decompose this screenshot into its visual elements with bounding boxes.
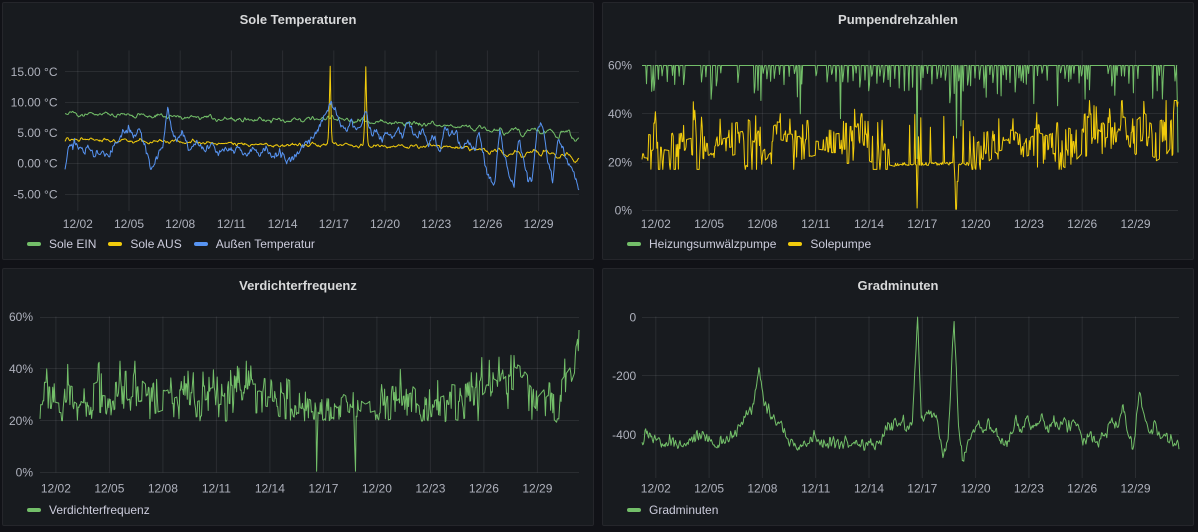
svg-text:0%: 0% <box>615 204 633 218</box>
svg-text:20%: 20% <box>608 155 632 169</box>
svg-text:12/20: 12/20 <box>961 217 991 231</box>
svg-text:12/11: 12/11 <box>801 481 830 495</box>
svg-text:12/23: 12/23 <box>1014 481 1044 495</box>
svg-text:12/17: 12/17 <box>308 481 338 495</box>
svg-text:12/23: 12/23 <box>421 217 451 231</box>
svg-text:12/02: 12/02 <box>41 481 71 495</box>
svg-text:12/11: 12/11 <box>801 217 830 231</box>
svg-text:60%: 60% <box>9 310 33 324</box>
svg-text:12/11: 12/11 <box>217 217 246 231</box>
svg-text:12/17: 12/17 <box>907 481 937 495</box>
svg-text:20%: 20% <box>9 414 33 428</box>
svg-text:-5.00 °C: -5.00 °C <box>13 187 57 201</box>
svg-text:12/14: 12/14 <box>854 217 884 231</box>
svg-text:-400: -400 <box>612 428 636 442</box>
svg-text:12/08: 12/08 <box>747 481 777 495</box>
svg-text:12/02: 12/02 <box>641 217 671 231</box>
svg-text:12/23: 12/23 <box>415 481 445 495</box>
svg-text:40%: 40% <box>608 107 632 121</box>
svg-text:5.00 °C: 5.00 °C <box>17 126 57 140</box>
svg-text:12/08: 12/08 <box>148 481 178 495</box>
svg-text:12/05: 12/05 <box>694 217 724 231</box>
svg-text:12/26: 12/26 <box>472 217 502 231</box>
svg-text:0: 0 <box>630 310 637 324</box>
svg-text:12/14: 12/14 <box>854 481 884 495</box>
svg-text:12/08: 12/08 <box>747 217 777 231</box>
svg-text:12/17: 12/17 <box>907 217 937 231</box>
svg-text:12/26: 12/26 <box>1067 481 1097 495</box>
svg-text:12/17: 12/17 <box>319 217 349 231</box>
svg-text:12/20: 12/20 <box>362 481 392 495</box>
svg-text:12/05: 12/05 <box>694 481 724 495</box>
svg-text:12/08: 12/08 <box>165 217 195 231</box>
svg-text:12/23: 12/23 <box>1014 217 1044 231</box>
svg-text:12/29: 12/29 <box>524 217 554 231</box>
svg-text:12/14: 12/14 <box>255 481 285 495</box>
svg-text:12/20: 12/20 <box>961 481 991 495</box>
svg-text:12/11: 12/11 <box>202 481 231 495</box>
svg-text:40%: 40% <box>9 362 33 376</box>
svg-text:15.00 °C: 15.00 °C <box>11 65 58 79</box>
svg-text:12/02: 12/02 <box>63 217 93 231</box>
svg-text:12/05: 12/05 <box>114 217 144 231</box>
svg-text:12/29: 12/29 <box>1120 481 1150 495</box>
svg-text:10.00 °C: 10.00 °C <box>11 96 58 110</box>
svg-text:0%: 0% <box>16 466 34 480</box>
svg-text:12/26: 12/26 <box>1067 217 1097 231</box>
svg-text:12/20: 12/20 <box>370 217 400 231</box>
svg-text:12/02: 12/02 <box>641 481 671 495</box>
svg-text:60%: 60% <box>608 59 632 73</box>
svg-text:12/26: 12/26 <box>469 481 499 495</box>
svg-text:0.00 °C: 0.00 °C <box>17 157 57 171</box>
svg-text:-200: -200 <box>612 369 636 383</box>
svg-text:12/29: 12/29 <box>522 481 552 495</box>
svg-text:12/29: 12/29 <box>1120 217 1150 231</box>
svg-text:12/14: 12/14 <box>268 217 298 231</box>
svg-text:12/05: 12/05 <box>94 481 124 495</box>
